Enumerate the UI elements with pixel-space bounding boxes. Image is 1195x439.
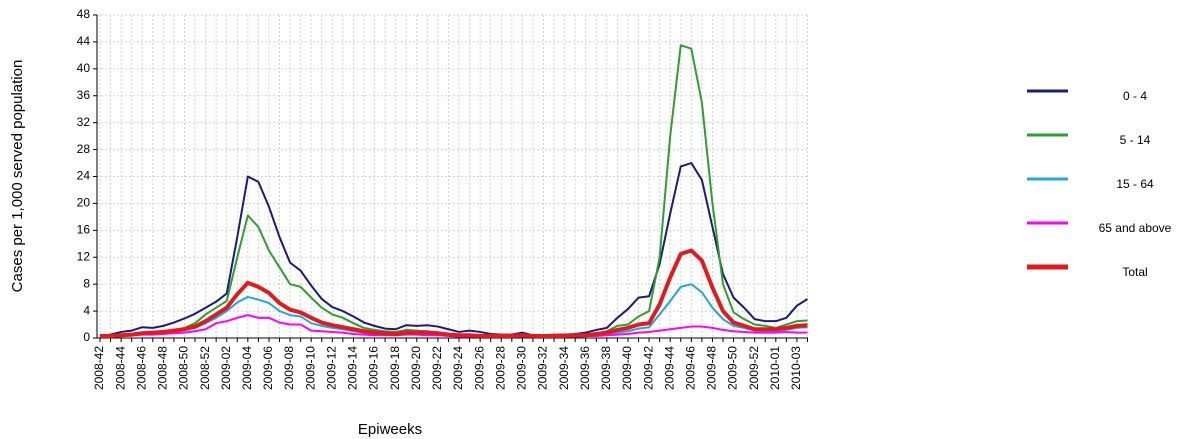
y-tick-label: 44 <box>77 34 91 48</box>
y-tick-label: 16 <box>77 223 91 237</box>
x-tick-label: 2009-30 <box>515 346 529 390</box>
x-tick-label: 2009-24 <box>451 346 465 390</box>
legend-label: 5 - 14 <box>1120 133 1151 147</box>
series-line <box>100 248 808 338</box>
x-tick-label: 2008-42 <box>92 346 106 390</box>
x-tick-label: 2010-03 <box>789 346 803 390</box>
x-tick-label: 2009-34 <box>557 346 571 390</box>
x-tick-label: 2009-46 <box>683 346 697 390</box>
x-tick-label: 2009-38 <box>599 346 613 390</box>
x-tick-label: 2009-10 <box>303 346 317 390</box>
x-tick-label: 2009-40 <box>620 346 634 390</box>
x-tick-label: 2009-52 <box>747 346 761 390</box>
x-tick-label: 2009-28 <box>493 346 507 390</box>
y-tick-label: 40 <box>77 61 91 75</box>
x-tick-label: 2009-44 <box>662 346 676 390</box>
y-tick-label: 48 <box>77 7 91 21</box>
y-tick-label: 20 <box>77 196 91 210</box>
legend-label: 65 and above <box>1099 221 1172 235</box>
y-tick-label: 8 <box>83 276 90 290</box>
x-tick-label: 2009-18 <box>388 346 402 390</box>
x-tick-label: 2009-16 <box>367 346 381 390</box>
x-tick-label: 2009-42 <box>641 346 655 390</box>
x-tick-label: 2008-50 <box>177 346 191 390</box>
y-tick-label: 32 <box>77 115 91 129</box>
y-tick-label: 36 <box>77 88 91 102</box>
x-tick-label: 2009-50 <box>726 346 740 390</box>
x-tick-label: 2008-52 <box>198 346 212 390</box>
x-tick-label: 2009-02 <box>219 346 233 390</box>
x-tick-label: 2009-06 <box>261 346 275 390</box>
x-tick-label: 2008-44 <box>113 346 127 390</box>
x-tick-label: 2008-48 <box>156 346 170 390</box>
x-tick-label: 2009-20 <box>409 346 423 390</box>
y-tick-label: 24 <box>77 169 91 183</box>
x-tick-label: 2009-36 <box>578 346 592 390</box>
x-tick-label: 2009-32 <box>536 346 550 390</box>
x-tick-label: 2008-46 <box>134 346 148 390</box>
series-line <box>99 162 809 337</box>
y-tick-label: 0 <box>83 330 90 344</box>
y-tick-label: 28 <box>77 142 91 156</box>
y-axis-label: Cases per 1,000 served population <box>9 60 26 293</box>
x-tick-label: 2009-22 <box>430 346 444 390</box>
x-tick-label: 2009-04 <box>240 346 254 390</box>
x-axis-label: Epiweeks <box>358 421 422 438</box>
legend-label: Total <box>1122 265 1147 279</box>
legend-label: 15 - 64 <box>1116 177 1154 191</box>
y-tick-label: 12 <box>77 249 91 263</box>
legend-label: 0 - 4 <box>1123 89 1147 103</box>
x-tick-label: 2009-12 <box>324 346 338 390</box>
x-tick-label: 2009-48 <box>705 346 719 390</box>
x-tick-label: 2009-08 <box>282 346 296 390</box>
y-tick-label: 4 <box>83 303 90 317</box>
x-tick-label: 2010-01 <box>768 346 782 390</box>
x-tick-label: 2009-14 <box>346 346 360 390</box>
x-tick-label: 2009-26 <box>472 346 486 390</box>
